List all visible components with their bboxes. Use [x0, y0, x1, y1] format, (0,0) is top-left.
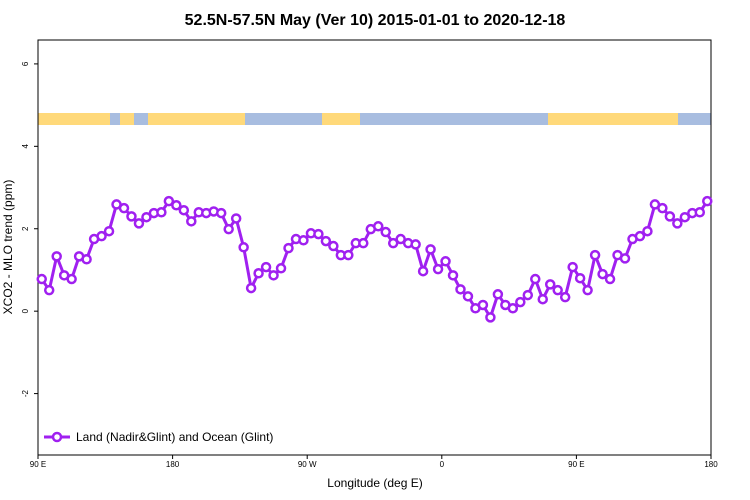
y-tick-label: 6 [21, 61, 30, 66]
point [380, 226, 391, 238]
point [103, 225, 115, 237]
point [66, 273, 77, 285]
point [358, 237, 369, 249]
x-tick-label: 90 E [568, 460, 584, 469]
point [81, 253, 92, 265]
point [619, 253, 631, 264]
land-band [120, 113, 134, 125]
point [604, 273, 616, 285]
point [425, 244, 436, 255]
y-tick-label: 2 [21, 226, 30, 231]
point [530, 273, 541, 285]
point [313, 228, 324, 240]
chart-title: 52.5N-57.5N May (Ver 10) 2015-01-01 to 2… [185, 12, 566, 29]
point [343, 249, 354, 261]
point [597, 268, 608, 280]
point [253, 268, 264, 279]
point [477, 299, 489, 311]
point [43, 284, 55, 296]
point [417, 265, 429, 277]
point [432, 263, 444, 275]
point [567, 261, 578, 273]
point [163, 195, 175, 207]
y-tick-label: 0 [21, 308, 30, 313]
point [537, 293, 548, 305]
y-tick-label: -2 [21, 389, 30, 397]
point [657, 202, 668, 214]
point [522, 289, 534, 301]
point [664, 211, 676, 222]
land-band [148, 113, 245, 125]
point [492, 289, 504, 300]
point [126, 211, 137, 222]
point [447, 270, 459, 281]
y-tick-label: 4 [21, 144, 30, 149]
point [51, 251, 62, 262]
point [440, 256, 451, 267]
x-tick-label: 180 [704, 460, 718, 469]
point [559, 291, 571, 303]
point [485, 312, 496, 323]
point [320, 235, 332, 247]
point [574, 272, 586, 284]
land-ocean-band [38, 113, 711, 125]
point [156, 207, 167, 218]
point [589, 249, 601, 261]
point [133, 218, 145, 229]
point [118, 202, 130, 214]
point [298, 235, 309, 246]
point [515, 296, 526, 308]
x-tick-label: 180 [166, 460, 180, 469]
point [455, 284, 466, 295]
x-tick-label: 90 W [298, 460, 317, 469]
legend-marker [51, 431, 63, 443]
point [507, 303, 519, 314]
point [171, 200, 182, 211]
point [245, 282, 257, 294]
land-band [38, 113, 110, 125]
point [230, 213, 242, 224]
plot-frame [37, 39, 712, 456]
point [544, 279, 556, 290]
point [634, 230, 646, 242]
point [238, 242, 249, 253]
point [642, 225, 653, 237]
point [141, 211, 152, 223]
point [694, 207, 706, 218]
point [387, 237, 399, 249]
point [462, 291, 474, 302]
point [372, 221, 384, 232]
point [178, 204, 190, 216]
point [223, 223, 234, 235]
y-axis-title: XCO2 - MLO trend (ppm) [1, 180, 15, 315]
point [582, 284, 593, 296]
point [268, 270, 279, 281]
point [260, 261, 272, 273]
point [552, 284, 563, 296]
x-tick-label: 90 E [30, 460, 46, 469]
point [36, 273, 47, 285]
point [215, 207, 227, 219]
point [679, 211, 691, 223]
x-tick-label: 0 [440, 460, 445, 469]
point [672, 218, 683, 229]
point [702, 195, 713, 207]
land-band [548, 113, 678, 125]
point [186, 216, 197, 227]
point [283, 242, 294, 254]
point [410, 239, 421, 250]
point [328, 240, 339, 252]
land-band [322, 113, 360, 125]
point [96, 230, 107, 242]
legend-label: Land (Nadir&Glint) and Ocean (Glint) [76, 430, 273, 444]
point [395, 233, 406, 245]
x-axis-title: Longitude (deg E) [327, 476, 422, 490]
point [275, 263, 287, 274]
